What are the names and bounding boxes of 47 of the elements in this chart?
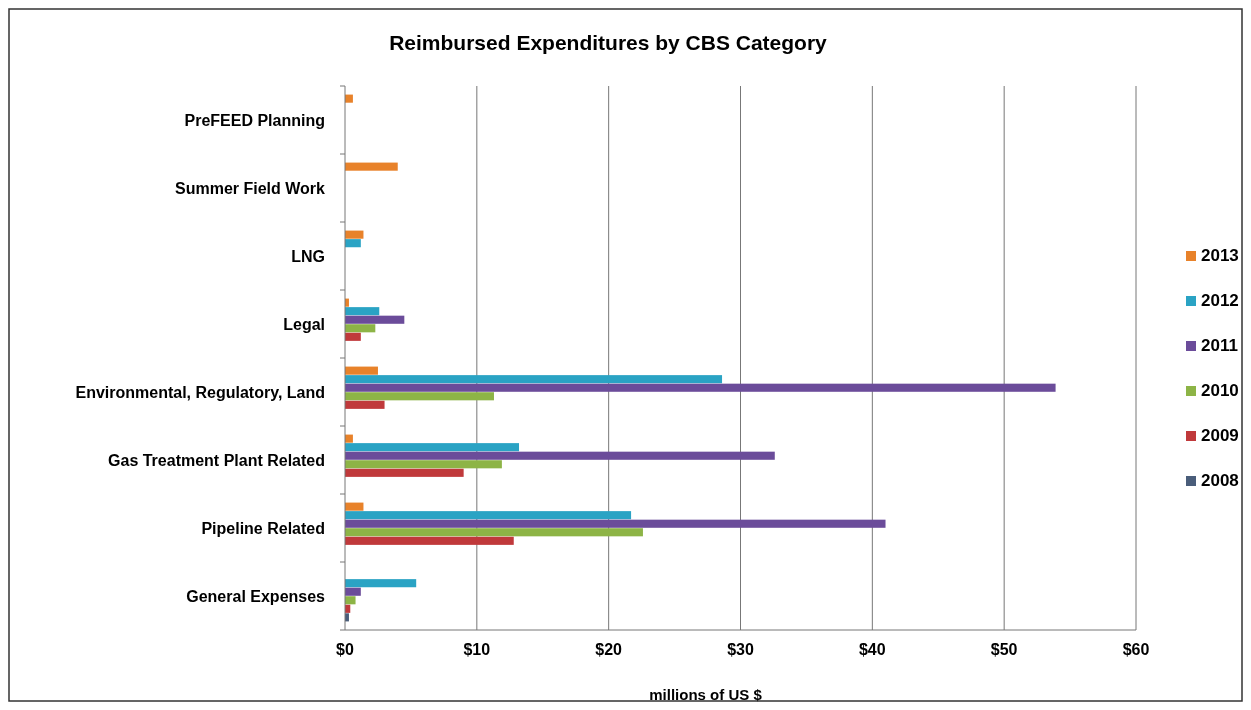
bar xyxy=(345,239,361,248)
y-tick-label: Legal xyxy=(283,316,325,333)
x-tick-label: $40 xyxy=(858,641,886,658)
bar xyxy=(345,468,464,477)
bar xyxy=(345,587,361,596)
chart-title: Reimbursed Expenditures by CBS Category xyxy=(389,31,828,54)
bar xyxy=(345,230,364,239)
bar xyxy=(345,307,380,316)
bar xyxy=(345,528,643,537)
x-tick-label: $20 xyxy=(595,641,623,658)
x-tick-label: $50 xyxy=(990,641,1018,658)
x-tick-label: $30 xyxy=(727,641,754,658)
x-axis-title: millions of US $ xyxy=(649,686,763,703)
legend-label: 2013 xyxy=(1201,246,1239,265)
bar xyxy=(345,400,385,409)
x-tick-label: $0 xyxy=(336,641,354,658)
bar xyxy=(345,162,398,171)
x-tick-label: $60 xyxy=(1122,641,1150,658)
y-tick-label: General Expenses xyxy=(186,588,326,605)
bar xyxy=(345,451,775,460)
legend-label: 2011 xyxy=(1201,336,1238,355)
bar xyxy=(345,502,364,511)
bar xyxy=(345,519,886,528)
y-tick-label: PreFEED Planning xyxy=(184,112,325,129)
bar xyxy=(345,392,494,401)
legend-label: 2010 xyxy=(1201,381,1239,400)
y-tick-label: LNG xyxy=(291,248,325,265)
bar xyxy=(345,460,502,469)
y-tick-label: Environmental, Regulatory, Land xyxy=(75,384,325,401)
bar xyxy=(345,375,723,384)
bar xyxy=(345,511,632,520)
bar xyxy=(345,443,520,452)
y-tick-label: Pipeline Related xyxy=(201,520,325,537)
bar xyxy=(345,536,514,545)
bar xyxy=(345,383,1056,392)
bar xyxy=(345,315,405,324)
legend-label: 2008 xyxy=(1201,471,1239,490)
bar xyxy=(345,596,356,605)
bar xyxy=(345,332,361,341)
bar xyxy=(345,324,376,333)
legend-label: 2009 xyxy=(1201,426,1239,445)
y-tick-label: Gas Treatment Plant Related xyxy=(108,452,325,469)
bar xyxy=(345,366,378,375)
y-tick-label: Summer Field Work xyxy=(175,180,326,197)
x-tick-label: $10 xyxy=(463,641,491,658)
legend-label: 2012 xyxy=(1201,291,1239,310)
bar xyxy=(345,579,417,588)
